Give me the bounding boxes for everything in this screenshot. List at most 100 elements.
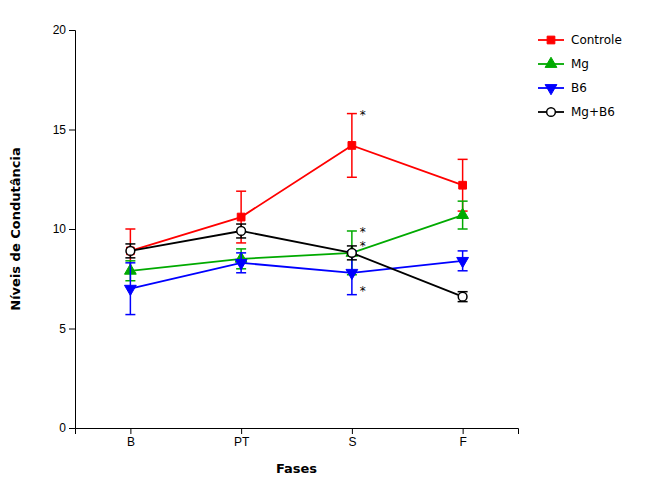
error-bar-line bbox=[125, 243, 135, 245]
series-line bbox=[130, 231, 462, 297]
point bbox=[346, 269, 358, 279]
error-bar-line bbox=[458, 270, 468, 272]
x-tick-mark bbox=[352, 428, 353, 434]
error-bar bbox=[125, 263, 135, 315]
series bbox=[125, 114, 467, 273]
y-tick-label: 15 bbox=[53, 123, 67, 137]
series-line bbox=[130, 261, 462, 289]
x-tick-label: F bbox=[459, 435, 466, 449]
x-axis-title: Fases bbox=[276, 461, 317, 476]
error-bar bbox=[125, 244, 135, 258]
legend-item: Controle bbox=[538, 33, 622, 47]
error-bar bbox=[458, 201, 468, 229]
error-bar bbox=[458, 251, 468, 271]
y-tick: 20 bbox=[53, 23, 75, 37]
legend-marker bbox=[545, 85, 557, 95]
error-bar-line bbox=[236, 237, 246, 239]
error-bar bbox=[236, 224, 246, 238]
legend-item: Mg bbox=[538, 57, 589, 71]
point bbox=[237, 227, 246, 236]
y-tick-mark bbox=[69, 130, 75, 131]
legend-marker bbox=[547, 108, 556, 117]
error-bar-line bbox=[125, 260, 135, 262]
series-line bbox=[130, 215, 462, 271]
series bbox=[125, 224, 467, 302]
y-tick-label: 10 bbox=[53, 222, 67, 236]
y-axis-title: Níveis de Condutância bbox=[8, 147, 23, 310]
legend-label: Controle bbox=[571, 33, 622, 47]
point bbox=[348, 249, 357, 258]
legend-label: Mg+B6 bbox=[571, 105, 615, 119]
error-bar-line bbox=[458, 159, 468, 161]
legend: Controle Mg B6 Mg+B6 bbox=[538, 33, 622, 119]
error-bar-line bbox=[236, 223, 246, 225]
error-bar-line bbox=[236, 252, 246, 254]
x-tick: S bbox=[348, 428, 356, 449]
y-tick-mark bbox=[69, 229, 75, 230]
annotation: * bbox=[360, 108, 366, 122]
annotation: * bbox=[360, 239, 366, 253]
series-area bbox=[124, 114, 468, 315]
series bbox=[124, 201, 468, 281]
annotation: * bbox=[360, 284, 366, 298]
error-bar-line bbox=[458, 228, 468, 230]
y-axis: 0 5 10 15 20 bbox=[53, 23, 76, 435]
point bbox=[235, 259, 247, 269]
legend-marker bbox=[545, 57, 557, 67]
error-bar-line bbox=[347, 230, 357, 232]
y-tick-label: 0 bbox=[59, 421, 66, 435]
point bbox=[459, 181, 467, 189]
error-bar-line bbox=[347, 177, 357, 179]
error-bar-line bbox=[458, 200, 468, 202]
error-bar-line bbox=[347, 294, 357, 296]
error-bar bbox=[236, 253, 246, 273]
legend-label: Mg bbox=[571, 57, 589, 71]
error-bar-line bbox=[125, 314, 135, 316]
x-tick-label: PT bbox=[234, 435, 250, 449]
plot: BPTSF05101520**** bbox=[53, 23, 519, 448]
error-bar-line bbox=[125, 257, 135, 259]
error-bar-line bbox=[236, 242, 246, 244]
y-tick-mark bbox=[69, 428, 75, 429]
y-tick: 0 bbox=[59, 421, 75, 435]
y-tick: 10 bbox=[53, 222, 75, 236]
series bbox=[124, 251, 468, 315]
point bbox=[457, 257, 469, 267]
error-bar-line bbox=[125, 262, 135, 264]
y-tick-label: 20 bbox=[53, 23, 67, 37]
y-tick-mark bbox=[69, 30, 75, 31]
point bbox=[127, 247, 135, 255]
y-tick: 15 bbox=[53, 123, 75, 137]
chart: BPTSF05101520****FasesNíveis de Condutân… bbox=[0, 0, 648, 488]
error-bar-line bbox=[236, 190, 246, 192]
legend-marker bbox=[547, 36, 555, 44]
error-bar-line bbox=[125, 228, 135, 230]
point bbox=[457, 208, 469, 218]
x-tick-mark bbox=[241, 428, 242, 434]
y-tick-label: 5 bbox=[59, 322, 66, 336]
error-bar bbox=[347, 246, 357, 260]
legend-item: Mg+B6 bbox=[538, 105, 615, 119]
annotations: **** bbox=[360, 108, 366, 298]
y-tick-mark bbox=[69, 329, 75, 330]
x-tick-mark bbox=[130, 428, 131, 434]
error-bar bbox=[347, 114, 357, 178]
x-axis-line bbox=[76, 429, 519, 435]
series-line bbox=[130, 145, 462, 250]
annotation: * bbox=[360, 225, 366, 239]
error-bar-line bbox=[347, 113, 357, 115]
legend-label: B6 bbox=[571, 81, 587, 95]
point bbox=[458, 292, 467, 301]
point bbox=[124, 285, 136, 295]
error-bar-line bbox=[458, 250, 468, 252]
y-axis-line bbox=[69, 31, 76, 429]
error-bar-line bbox=[347, 259, 357, 261]
x-axis: B PT S F bbox=[76, 428, 519, 449]
x-tick-label: S bbox=[348, 435, 356, 449]
point bbox=[237, 213, 245, 221]
y-tick: 5 bbox=[59, 322, 75, 336]
x-tick-label: B bbox=[127, 435, 135, 449]
x-tick: B bbox=[127, 428, 135, 449]
error-bar-line bbox=[236, 248, 246, 250]
error-bar-line bbox=[236, 272, 246, 274]
